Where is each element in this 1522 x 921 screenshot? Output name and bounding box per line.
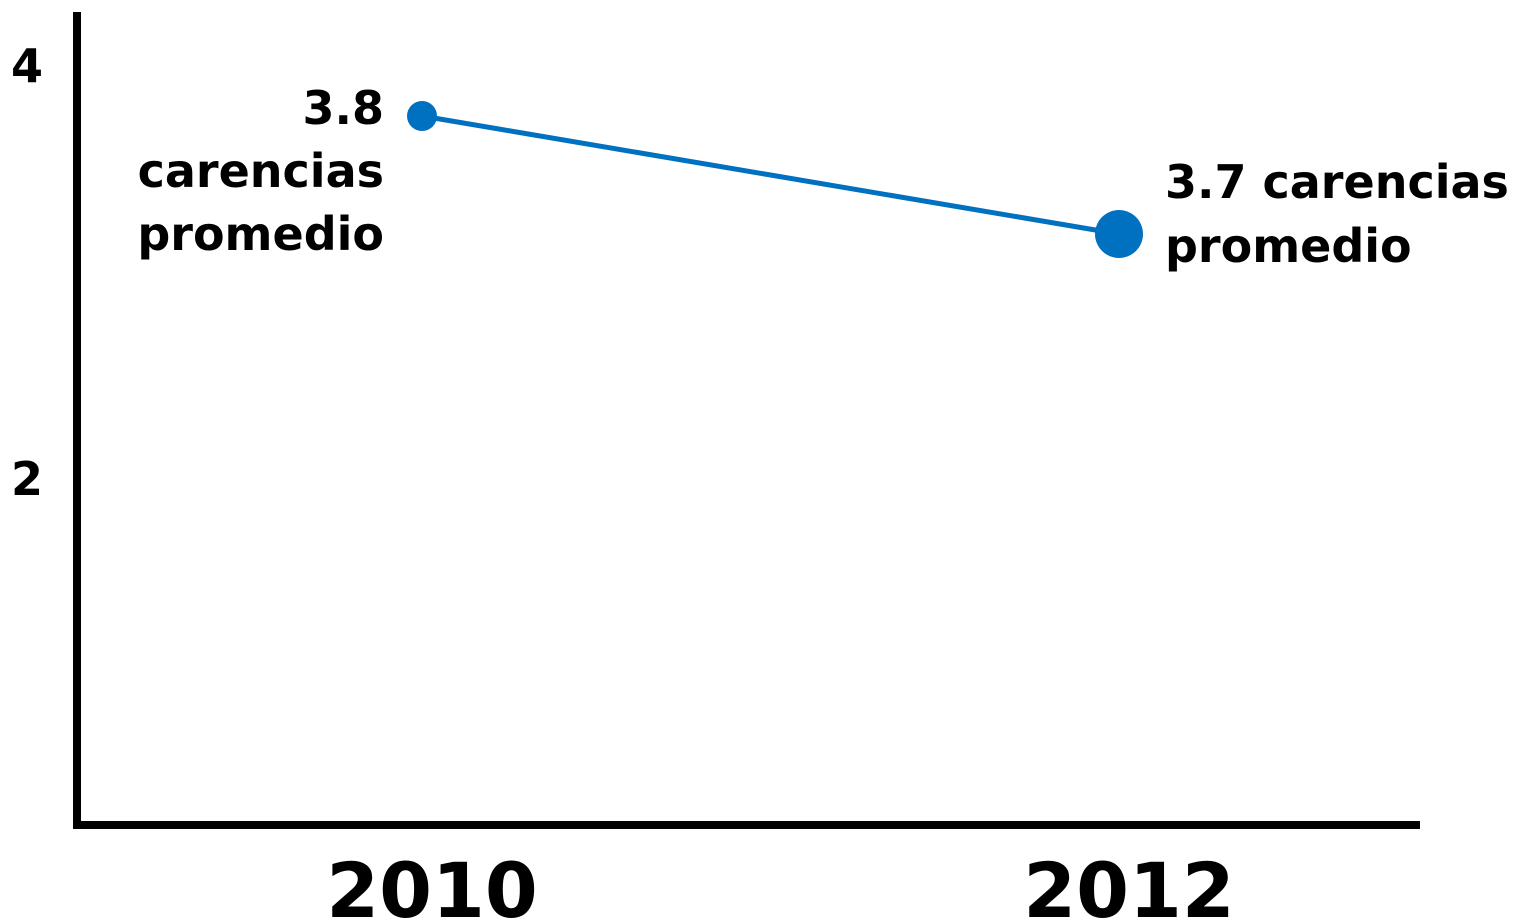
x-tick-label-2012: 2012 xyxy=(1023,846,1235,921)
series-line xyxy=(421,113,1120,237)
data-point-2012 xyxy=(1095,210,1143,258)
y-tick-label-2: 2 xyxy=(11,452,43,506)
y-tick-label-4: 4 xyxy=(11,39,43,93)
data-label-2010: 3.8 carencias promedio xyxy=(137,81,384,261)
data-label-2012: 3.7 carencias promedio xyxy=(1165,155,1509,273)
x-tick-label-2010: 2010 xyxy=(326,846,538,921)
data-label-2012-line-1: 3.7 carencias xyxy=(1165,155,1509,209)
data-label-2010-line-3: promedio xyxy=(137,207,384,261)
data-label-2010-line-1: 3.8 xyxy=(303,81,385,135)
data-label-2012-line-2: promedio xyxy=(1165,219,1412,273)
series-layer xyxy=(407,101,1143,258)
data-point-2010 xyxy=(407,101,437,131)
data-label-2010-line-2: carencias xyxy=(138,144,384,198)
